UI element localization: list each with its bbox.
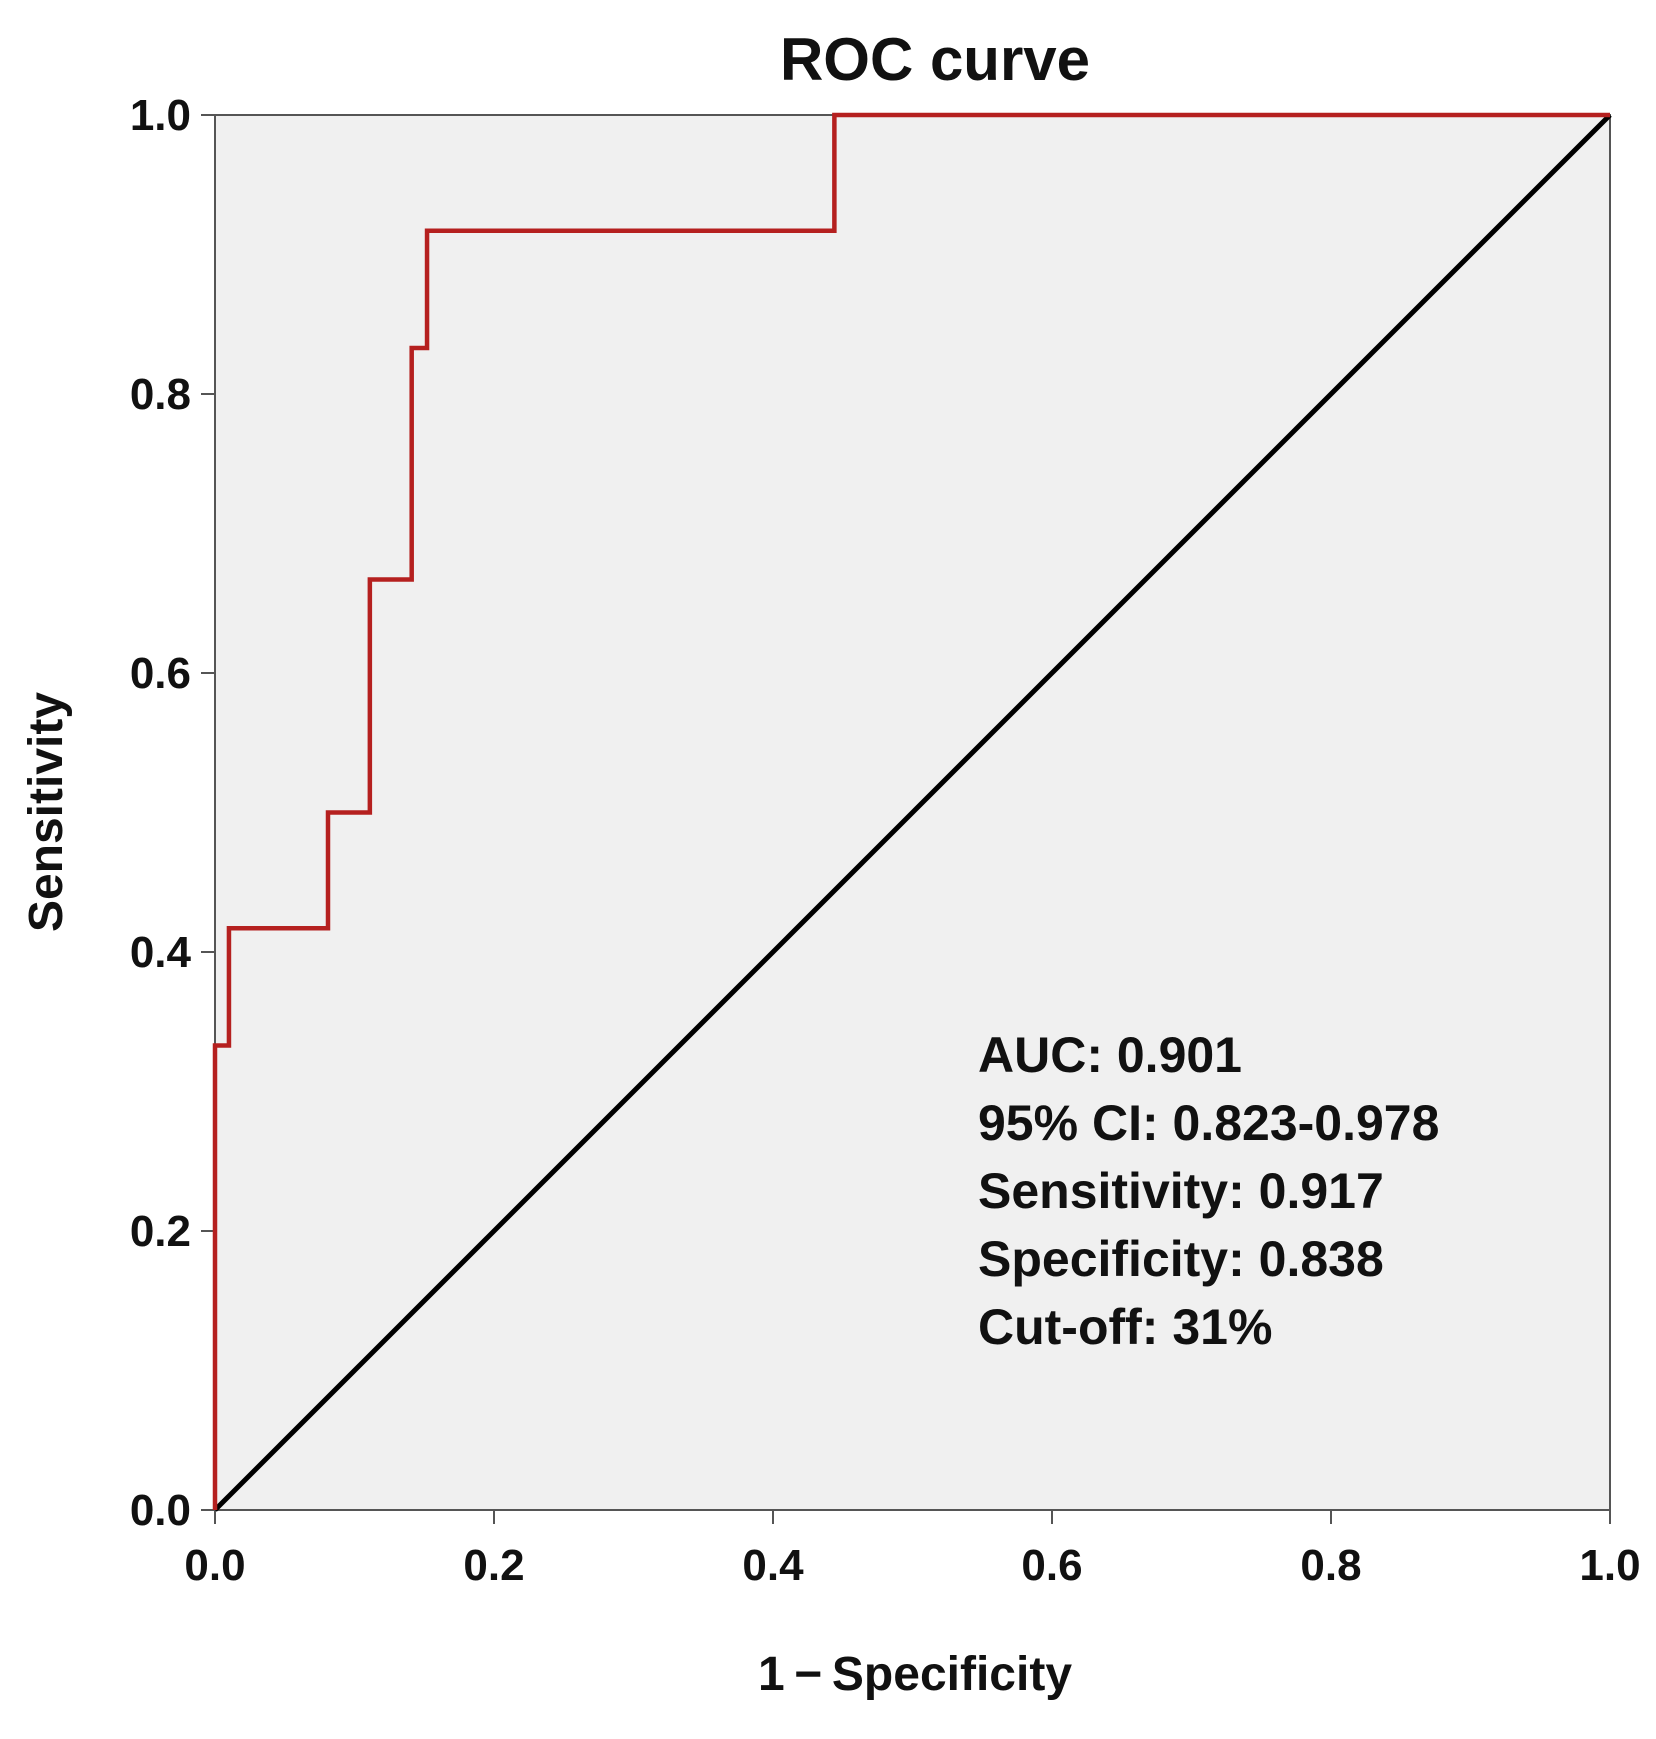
x-axis-label: 1 − Specificity [758, 1648, 1072, 1701]
annotation-specificity: Specificity: 0.838 [978, 1231, 1384, 1287]
x-tick-label: 0.8 [1300, 1541, 1361, 1590]
chart-title: ROC curve [780, 26, 1090, 93]
annotation-ci: 95% CI: 0.823-0.978 [978, 1095, 1439, 1151]
y-tick-label: 0.6 [130, 649, 191, 698]
axis-ticks: 0.0 0.2 0.4 0.6 0.8 1.0 0.0 0.2 0.4 0.6 0.8 1.0 [130, 91, 1641, 1590]
y-tick-label: 0.8 [130, 370, 191, 419]
stats-annotation: AUC: 0.901 95% CI: 0.823-0.978 Sensitivi… [978, 1027, 1439, 1355]
x-tick-label: 0.0 [184, 1541, 245, 1590]
annotation-sensitivity: Sensitivity: 0.917 [978, 1163, 1384, 1219]
y-tick-label: 0.4 [130, 928, 192, 977]
x-tick-label: 0.2 [463, 1541, 524, 1590]
x-tick-label: 0.4 [742, 1541, 804, 1590]
y-tick-label: 0.0 [130, 1486, 191, 1535]
y-tick-label: 0.2 [130, 1207, 191, 1256]
roc-curve-line [212, 112, 1610, 1510]
y-axis-label: Sensitivity [20, 692, 73, 932]
x-tick-label: 1.0 [1579, 1541, 1640, 1590]
y-tick-label: 1.0 [130, 91, 191, 140]
series-group [212, 112, 1612, 1512]
reference-diagonal-line [213, 113, 1612, 1512]
annotation-cutoff: Cut-off: 31% [978, 1299, 1272, 1355]
annotation-auc: AUC: 0.901 [978, 1027, 1242, 1083]
x-tick-label: 0.6 [1021, 1541, 1082, 1590]
